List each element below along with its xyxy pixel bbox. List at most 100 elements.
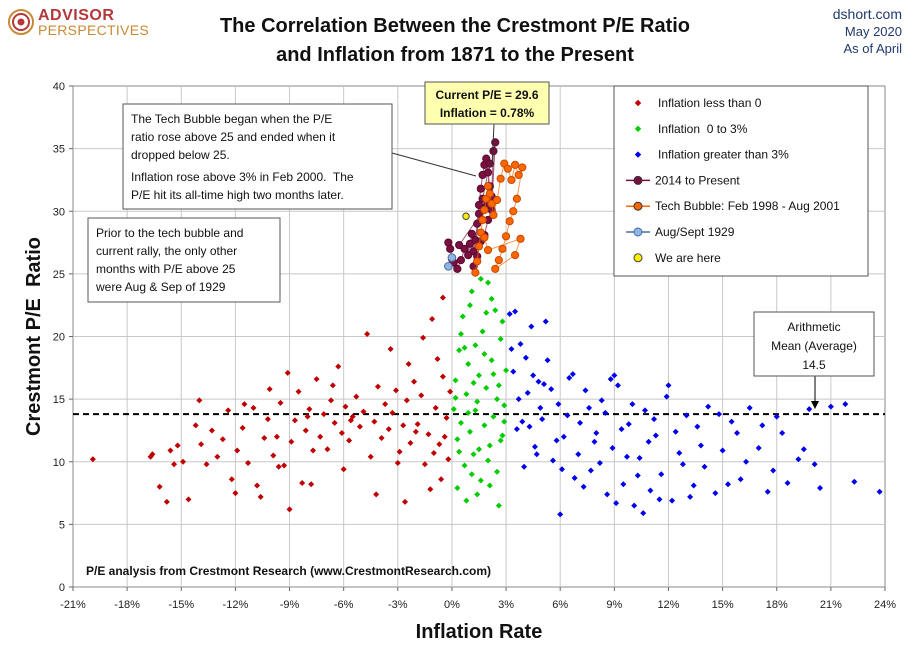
current-pe-callout-box bbox=[424, 81, 550, 125]
data-point bbox=[516, 234, 525, 243]
data-point bbox=[549, 457, 556, 464]
data-point bbox=[317, 433, 324, 440]
data-point bbox=[472, 342, 479, 349]
data-point bbox=[544, 357, 551, 364]
data-point bbox=[507, 175, 516, 185]
data-point bbox=[463, 497, 470, 504]
data-point bbox=[631, 502, 638, 509]
data-point bbox=[669, 497, 676, 504]
data-point bbox=[851, 478, 858, 485]
mean-callout-text: Arithmetic bbox=[787, 320, 840, 334]
data-point bbox=[452, 377, 459, 384]
current-pe-callout-text: Inflation = 0.78% bbox=[440, 106, 535, 120]
data-point bbox=[697, 442, 704, 449]
data-point bbox=[476, 446, 482, 453]
data-point bbox=[540, 381, 547, 388]
data-point bbox=[488, 295, 495, 302]
data-point bbox=[277, 399, 284, 406]
prior-1929-callout-box bbox=[87, 217, 281, 303]
data-point bbox=[481, 422, 488, 429]
data-point bbox=[679, 461, 686, 468]
data-point bbox=[609, 444, 616, 451]
data-point bbox=[457, 419, 464, 426]
data-point bbox=[491, 264, 500, 273]
data-point bbox=[492, 195, 502, 205]
data-point bbox=[208, 427, 215, 434]
data-point bbox=[656, 496, 663, 503]
current-pe-callout-text: Current P/E = 29.6 bbox=[435, 88, 538, 102]
data-point bbox=[245, 460, 252, 467]
data-point bbox=[694, 423, 701, 430]
chart-title-line2: and Inflation from 1871 to the Present bbox=[276, 44, 634, 66]
data-point bbox=[308, 481, 315, 488]
data-point bbox=[473, 219, 482, 228]
data-point bbox=[418, 392, 425, 399]
data-point bbox=[569, 371, 576, 378]
logo-text-advisor: ADVISOR bbox=[38, 7, 115, 24]
data-point bbox=[299, 480, 306, 487]
data-point bbox=[604, 491, 611, 498]
data-point bbox=[441, 433, 448, 440]
data-point bbox=[198, 441, 205, 448]
data-point bbox=[427, 486, 434, 493]
data-point bbox=[457, 330, 464, 337]
data-point bbox=[530, 372, 537, 379]
data-point bbox=[652, 432, 659, 439]
data-point bbox=[444, 262, 453, 271]
x-tick-label: -18% bbox=[114, 599, 140, 611]
data-point bbox=[524, 389, 531, 396]
data-point bbox=[715, 411, 722, 418]
source-note: P/E analysis from Crestmont Research (ww… bbox=[86, 564, 491, 578]
x-tick-label: -9% bbox=[280, 599, 300, 611]
data-point bbox=[498, 244, 507, 253]
data-point bbox=[629, 401, 636, 408]
legend-box bbox=[613, 85, 869, 277]
data-point bbox=[487, 199, 496, 208]
data-point bbox=[513, 426, 520, 433]
data-point bbox=[503, 367, 510, 374]
series-y1929 bbox=[444, 253, 457, 271]
data-point bbox=[510, 250, 520, 260]
data-point bbox=[505, 217, 514, 226]
data-point bbox=[264, 416, 271, 423]
data-point bbox=[185, 496, 192, 503]
data-point bbox=[466, 428, 473, 435]
data-point bbox=[476, 372, 482, 379]
data-point bbox=[557, 511, 564, 518]
data-point bbox=[575, 451, 582, 458]
data-point bbox=[273, 433, 280, 440]
data-point bbox=[495, 382, 502, 389]
data-point bbox=[488, 357, 495, 364]
data-point bbox=[382, 401, 389, 408]
data-point bbox=[580, 483, 587, 490]
data-point bbox=[257, 493, 264, 500]
data-point bbox=[219, 436, 226, 443]
logo-text-perspectives: PERSPECTIVES bbox=[38, 22, 149, 38]
y-tick-label: 20 bbox=[53, 332, 65, 344]
data-point bbox=[340, 466, 347, 473]
data-point bbox=[687, 493, 694, 500]
data-point bbox=[447, 388, 454, 395]
data-point bbox=[593, 429, 600, 436]
data-point bbox=[421, 461, 428, 468]
data-point bbox=[483, 245, 493, 255]
data-point bbox=[254, 482, 261, 489]
data-point bbox=[492, 307, 499, 314]
data-point bbox=[405, 361, 412, 368]
data-point bbox=[364, 330, 371, 337]
x-tick-label: 12% bbox=[657, 599, 679, 611]
data-point bbox=[634, 99, 642, 107]
data-point bbox=[180, 458, 187, 465]
data-point bbox=[542, 318, 549, 325]
data-point bbox=[494, 468, 501, 475]
data-point bbox=[614, 382, 621, 389]
legend-item-neg: Inflation less than 0 bbox=[634, 96, 762, 110]
legend: Inflation less than 0 Inflation 0 to 3% In… bbox=[613, 85, 869, 277]
data-point bbox=[89, 456, 96, 463]
data-point bbox=[250, 404, 257, 411]
data-point bbox=[284, 369, 291, 376]
data-point bbox=[203, 461, 210, 468]
data-point bbox=[214, 453, 221, 460]
data-point bbox=[360, 408, 367, 415]
